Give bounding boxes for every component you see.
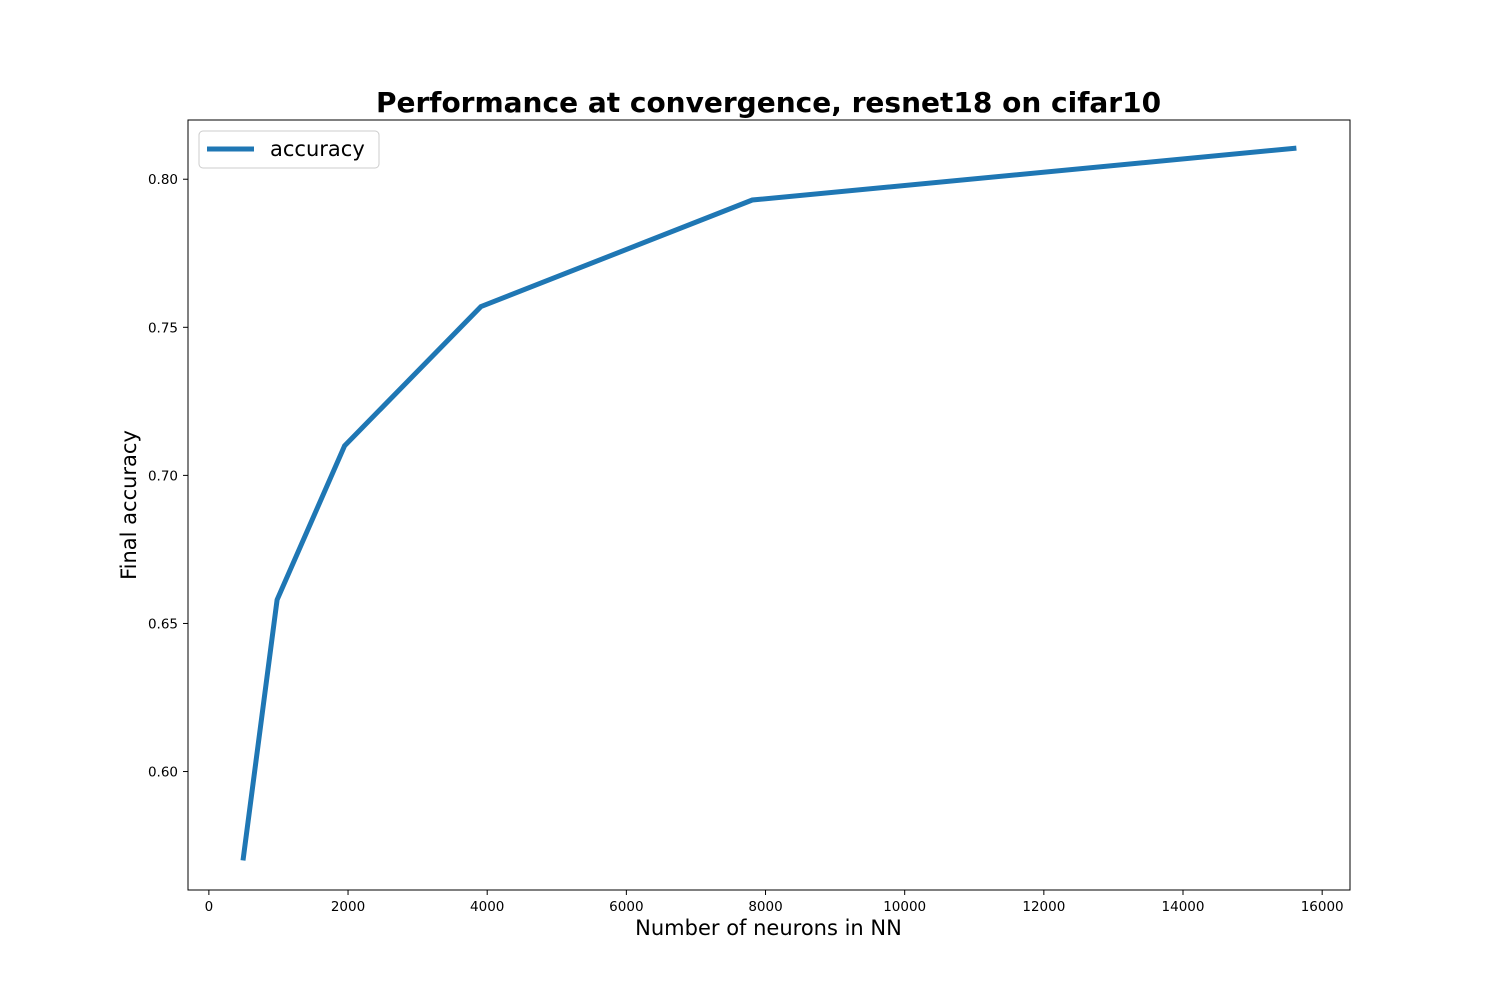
x-tick-label: 6000: [609, 899, 643, 915]
series-line-accuracy: [240, 145, 1297, 861]
x-tick-label: 10000: [883, 899, 926, 915]
plot-area: 0 2000 4000 6000 8000 10000 12000 14000 16000 0.6…: [148, 119, 1351, 915]
x-tick-label: 2000: [331, 899, 365, 915]
legend-label: accuracy: [270, 137, 365, 161]
x-tick-label: 16000: [1301, 899, 1344, 915]
y-tick-label: 0.60: [148, 765, 178, 781]
y-tick-label: 0.65: [148, 616, 178, 632]
y-tick-label: 0.80: [148, 172, 178, 188]
chart-title: Performance at convergence, resnet18 on …: [376, 86, 1161, 119]
plot-frame: [187, 119, 1351, 891]
y-axis-label: Final accuracy: [117, 430, 141, 580]
y-tick-label: 0.70: [148, 468, 178, 484]
legend-box: [198, 130, 380, 169]
x-axis-label: Number of neurons in NN: [635, 916, 902, 940]
y-tick-label: 0.75: [148, 320, 178, 336]
x-tick-label: 8000: [748, 899, 782, 915]
x-tick-label: 4000: [470, 899, 504, 915]
x-tick-label: 14000: [1162, 899, 1205, 915]
x-tick-label: 12000: [1022, 899, 1065, 915]
x-tick-label: 0: [205, 899, 214, 915]
